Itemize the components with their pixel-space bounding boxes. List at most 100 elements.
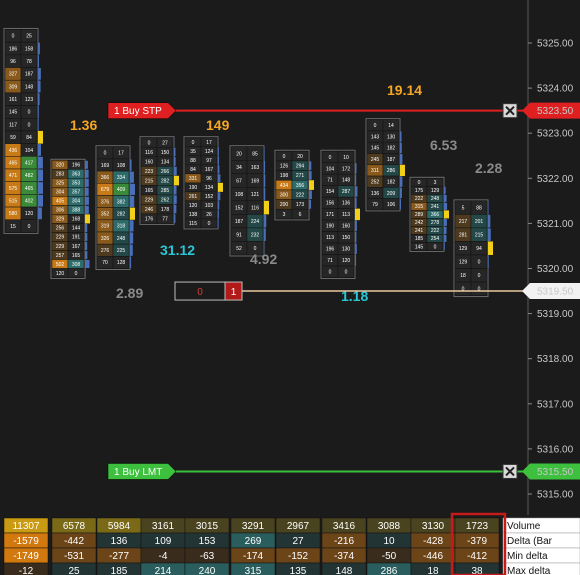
summary-value: -1749 (13, 551, 39, 562)
ask-value: 334 (117, 175, 126, 181)
ask-value: 84 (26, 135, 32, 141)
current-bar-highlight (450, 512, 507, 575)
bid-value: 96 (10, 59, 16, 65)
bid-value: 3 (283, 212, 286, 218)
bid-value: 176 (145, 216, 154, 222)
volume-profile-bar (355, 163, 357, 174)
bid-value: 326 (101, 236, 110, 242)
bid-value: 222 (415, 196, 424, 202)
bid-value: 276 (101, 248, 110, 254)
poc-marker (488, 241, 493, 255)
summary-value: 269 (245, 536, 262, 547)
bid-value: 229 (56, 244, 65, 250)
bid-value: 261 (189, 194, 198, 200)
bid-value: 327 (9, 72, 18, 78)
bar-stat-label: 2.89 (116, 285, 143, 301)
summary-value: -216 (334, 536, 354, 547)
buy-limit-order[interactable]: 1 Buy LMT 5315.50 (107, 463, 580, 480)
summary-value: 3015 (196, 521, 219, 532)
ask-value: 0 (434, 244, 437, 250)
orders-layer[interactable]: 1 Buy STP 5323.50 1 Buy LMT 5315.50 5319.50 0… (107, 102, 580, 480)
ask-value: 409 (117, 187, 126, 193)
bid-value: 679 (101, 187, 110, 193)
ask-value: 282 (161, 178, 170, 184)
ask-value: 285 (161, 188, 170, 194)
axis-tick-label: 5317.00 (537, 399, 574, 410)
price-axis[interactable]: 5325.00 5324.00 5323.00 5322.00 5321.00 5320.… (528, 39, 574, 501)
ask-value: 144 (72, 226, 81, 232)
ask-value: 248 (117, 236, 126, 242)
bid-value: 0 (104, 151, 107, 157)
summary-value: 136 (111, 536, 128, 547)
bid-value: 329 (56, 217, 65, 223)
ask-value: 17 (206, 140, 212, 146)
ask-value: 120 (342, 258, 351, 264)
volume-profile-bar (130, 159, 132, 171)
volume-profile-bar (309, 200, 312, 209)
order-label-box[interactable] (107, 102, 177, 119)
order-label-box[interactable] (107, 463, 177, 480)
ask-value: 248 (431, 196, 440, 202)
volume-profile-bar (174, 185, 177, 195)
summary-value: 109 (155, 536, 172, 547)
summary-cell (184, 562, 230, 575)
summary-value: 10 (383, 536, 395, 547)
summary-value: 6578 (63, 521, 86, 532)
ask-value: 318 (117, 224, 126, 230)
summary-value: 25 (68, 566, 80, 575)
summary-value: 3291 (242, 521, 265, 532)
bid-value: 366 (101, 175, 110, 181)
axis-tick-label: 5323.00 (537, 129, 574, 140)
summary-value: 240 (199, 566, 216, 575)
volume-profile-bar (444, 218, 447, 226)
footprint-candle: 0 17 35 124 88 97 84 167 331 96 190 134 261 152 120 103… (183, 136, 223, 230)
ask-value: 222 (431, 228, 440, 234)
position-qty-box[interactable] (224, 281, 243, 301)
ask-value: 266 (161, 169, 170, 175)
bid-value: 217 (459, 219, 468, 225)
bid-value: 88 (190, 158, 196, 164)
bid-value: 0 (12, 34, 15, 40)
volume-profile-bar (400, 153, 403, 165)
bid-value: 108 (235, 192, 244, 198)
axis-tick-label: 5315.00 (537, 490, 574, 501)
volume-profile-bar (38, 194, 43, 207)
volume-profile-bar (264, 174, 266, 187)
candle-outline (95, 145, 131, 270)
ask-cell (20, 219, 38, 233)
summary-value: 185 (111, 566, 128, 575)
bid-value: 229 (145, 197, 154, 203)
summary-cell (3, 562, 49, 575)
ask-value: 363 (72, 172, 81, 178)
volume-profile-bar (38, 144, 41, 156)
volume-profile-bar (218, 174, 221, 183)
order-label: 1 Buy LMT (114, 467, 162, 478)
ask-value: 152 (205, 194, 214, 200)
bar-stat-label: 31.12 (160, 242, 195, 258)
ask-value: 0 (478, 273, 481, 279)
buy-stop-order[interactable]: 1 Buy STP 5323.50 (107, 102, 580, 119)
bar-stat-label: 19.14 (387, 82, 422, 98)
bid-value: 289 (415, 212, 424, 218)
ask-value: 94 (476, 246, 482, 252)
ask-value: 0 (28, 122, 31, 128)
volume-profile-bar (174, 195, 177, 204)
poc-marker (444, 210, 449, 219)
ask-cell (470, 281, 488, 296)
bid-value: 70 (102, 260, 108, 266)
volume-profile-bar (218, 156, 220, 165)
bid-value: 0 (374, 123, 377, 129)
volume-profile-bar (85, 160, 88, 169)
current-price-tag-text: 5319.50 (537, 287, 574, 298)
summary-cell (51, 562, 97, 575)
bid-value: 175 (415, 188, 424, 194)
ask-value: 116 (251, 205, 259, 211)
bid-value: 242 (415, 220, 424, 226)
ask-value: 0 (345, 270, 348, 276)
ask-value: 20 (297, 154, 303, 160)
ask-value: 0 (75, 271, 78, 277)
